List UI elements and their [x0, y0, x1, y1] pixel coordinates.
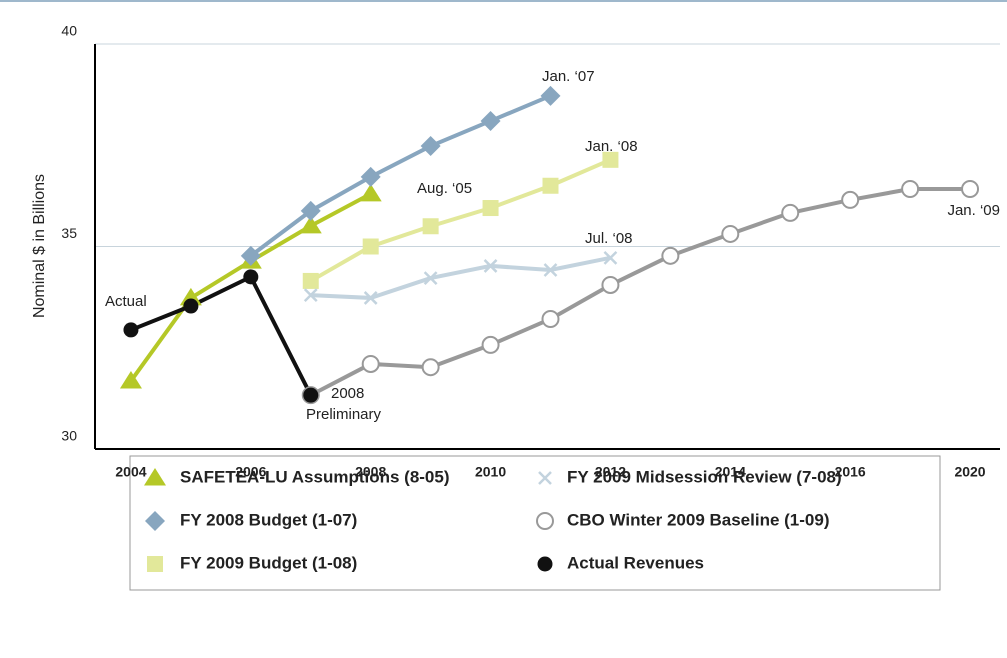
- data-point: [602, 151, 619, 168]
- series-line: [249, 93, 552, 258]
- data-point: [362, 238, 379, 255]
- y-axis-label: Nominal $ in Billions: [31, 174, 48, 318]
- legend-marker: [536, 512, 554, 530]
- data-point: [299, 215, 322, 234]
- legend-box: [129, 455, 941, 591]
- data-point: [420, 136, 441, 157]
- data-point: [303, 288, 318, 302]
- series-line: [309, 186, 971, 397]
- legend-marker: [537, 556, 553, 572]
- data-point: [123, 322, 139, 338]
- x-tick-label: 2010: [475, 464, 506, 480]
- legend-label: FY 2009 Budget (1-08): [180, 553, 357, 572]
- data-point: [540, 85, 561, 106]
- y-tick-label: 35: [61, 225, 77, 241]
- annotation: 2008: [331, 385, 364, 402]
- legend-marker: [145, 511, 165, 531]
- data-point: [421, 358, 440, 377]
- x-tick-label: 2006: [235, 464, 266, 480]
- data-point: [481, 335, 500, 354]
- series-line: [130, 274, 313, 397]
- annotation: Actual: [105, 293, 147, 310]
- x-tick-label: 2008: [355, 464, 386, 480]
- data-point: [423, 271, 438, 285]
- data-point: [781, 203, 800, 222]
- y-tick-label: 40: [61, 23, 77, 39]
- data-point: [361, 354, 380, 373]
- data-point: [961, 179, 980, 198]
- data-point: [661, 246, 680, 265]
- data-point: [360, 166, 381, 187]
- legend-label: Actual Revenues: [567, 553, 704, 572]
- x-tick-label: 2016: [835, 464, 866, 480]
- data-point: [363, 291, 378, 305]
- annotation: Jan. ‘08: [585, 138, 638, 155]
- data-point: [901, 179, 920, 198]
- x-tick-label: 2020: [954, 464, 985, 480]
- x-tick-label: 2012: [595, 464, 626, 480]
- x-tick-label: 2004: [115, 464, 146, 480]
- legend-marker: [144, 468, 166, 486]
- legend-marker: [147, 556, 163, 572]
- annotation: Jan. ‘07: [542, 68, 595, 85]
- series-line: [129, 192, 372, 383]
- data-point: [359, 183, 382, 202]
- annotation: Preliminary: [306, 406, 382, 423]
- legend-label: CBO Winter 2009 Baseline (1-09): [567, 510, 830, 529]
- data-point: [542, 177, 559, 194]
- data-point: [483, 259, 498, 273]
- annotation: Aug. ‘05: [417, 180, 472, 197]
- data-point: [603, 250, 618, 265]
- data-point: [243, 269, 259, 285]
- series-line: [310, 255, 611, 300]
- data-point: [300, 200, 321, 221]
- legend-marker: [538, 471, 552, 485]
- y-tick-label: 30: [61, 428, 77, 444]
- legend-label: FY 2008 Budget (1-07): [180, 510, 357, 529]
- data-point: [841, 190, 860, 209]
- legend-label: SAFETEA-LU Assumptions (8-05): [180, 467, 450, 486]
- data-point: [183, 298, 199, 314]
- annotation: Jan. ‘09: [947, 202, 1000, 219]
- data-point: [119, 370, 142, 389]
- annotation: Jul. ‘08: [585, 230, 633, 247]
- legend-label: FY 2009 Midsession Review (7-08): [567, 467, 842, 486]
- top-rule: [0, 0, 1007, 2]
- series-line: [309, 157, 612, 283]
- data-point: [721, 224, 740, 243]
- data-point: [543, 263, 558, 277]
- data-point: [601, 275, 620, 294]
- data-point: [240, 245, 261, 266]
- data-point: [422, 218, 439, 235]
- data-point: [303, 387, 319, 403]
- data-point: [302, 272, 319, 289]
- data-point: [480, 110, 501, 131]
- x-tick-label: 2014: [715, 464, 746, 480]
- data-point: [482, 200, 499, 217]
- data-point: [541, 309, 560, 328]
